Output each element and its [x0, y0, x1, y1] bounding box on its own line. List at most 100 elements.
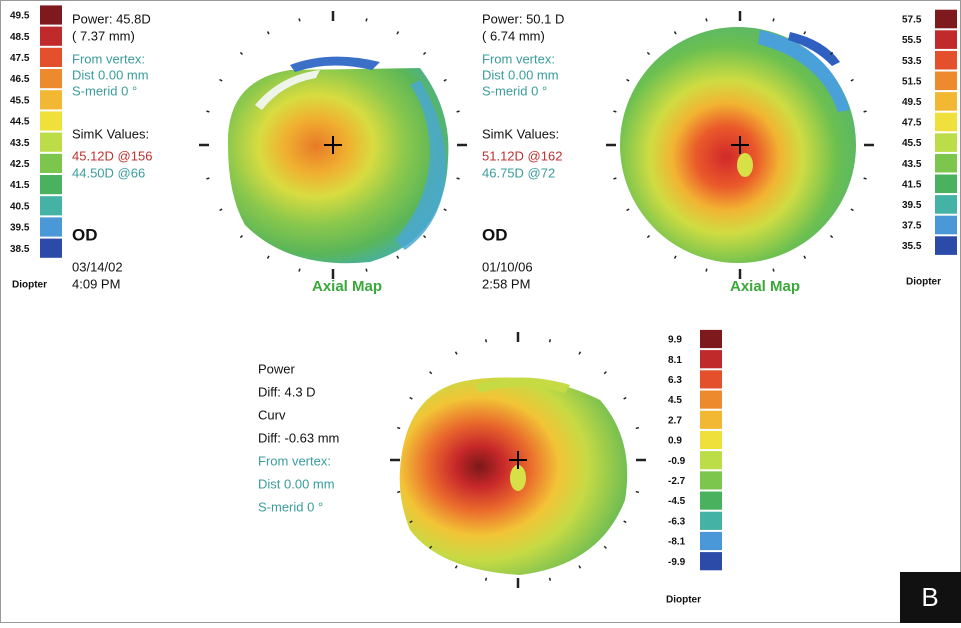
scale-swatch [700, 431, 722, 449]
topography-map [228, 57, 449, 264]
date: 01/10/06 [482, 259, 533, 274]
scale-label: 8.1 [668, 355, 682, 366]
scale-swatch [935, 113, 957, 132]
scale-swatch [935, 236, 957, 255]
tick-mark [206, 111, 209, 112]
scale-swatch [935, 72, 957, 91]
simk-1: 51.12D @162 [482, 148, 562, 163]
scale-label: 55.5 [902, 35, 922, 46]
tick-mark [550, 578, 551, 581]
power-diff: Diff: 4.3 D [258, 384, 316, 399]
date: 03/14/02 [72, 259, 123, 274]
tick-mark [397, 492, 400, 493]
tick-mark [486, 339, 487, 342]
scale-swatch [935, 51, 957, 70]
s-merid: S-merid 0 ° [482, 83, 547, 98]
simk-2: 46.75D @72 [482, 165, 555, 180]
tick-mark [613, 178, 616, 179]
scale-swatch [935, 154, 957, 173]
scale-swatch [700, 411, 722, 429]
tick-mark [550, 339, 551, 342]
panel-letter: B [921, 582, 938, 612]
scale-label: 46.5 [10, 74, 30, 85]
scale-unit: Diopter [666, 595, 701, 606]
s-merid: S-merid 0 ° [72, 83, 137, 98]
scale-swatch [40, 5, 62, 24]
scale-label: -0.9 [668, 456, 686, 467]
scale-label: 47.5 [902, 118, 922, 129]
scale-swatch [935, 195, 957, 214]
scale-swatch [700, 370, 722, 388]
eye: OD [72, 225, 98, 244]
tick-mark [773, 269, 774, 272]
scale-label: 53.5 [902, 56, 922, 67]
tick-mark [457, 111, 460, 112]
from-vertex: From vertex: [482, 51, 555, 66]
scale-swatch [935, 175, 957, 194]
scale-label: 2.7 [668, 415, 682, 426]
tick-mark [366, 269, 367, 272]
scale-label: -9.9 [668, 557, 686, 568]
simk-2: 44.50D @66 [72, 165, 145, 180]
scale-swatch [700, 552, 722, 570]
scale-swatch [40, 175, 62, 194]
scale-label: 38.5 [10, 244, 30, 255]
tick-mark [864, 178, 867, 179]
tick-mark [706, 18, 707, 21]
simk-1: 45.12D @156 [72, 148, 152, 163]
scale-swatch [40, 239, 62, 258]
scale-unit: Diopter [12, 280, 47, 291]
tick-mark [486, 578, 487, 581]
scale-swatch [40, 90, 62, 109]
curv-diff: Diff: -0.63 mm [258, 430, 339, 445]
scale-label: -2.7 [668, 476, 686, 487]
tick-mark [773, 18, 774, 21]
scale-label: 49.5 [10, 11, 30, 22]
scale-label: 47.5 [10, 53, 30, 64]
scale-swatch [40, 196, 62, 215]
scale-label: 6.3 [668, 375, 682, 386]
scale-swatch [935, 216, 957, 235]
scale-swatch [40, 154, 62, 173]
map-label: Axial Map [730, 278, 800, 295]
scale-label: 9.9 [668, 335, 682, 346]
tick-mark [299, 18, 300, 21]
scale-label: 43.5 [10, 138, 30, 149]
scale-label: -4.5 [668, 496, 686, 507]
dist: Dist 0.00 mm [482, 67, 559, 82]
scale-swatch [700, 391, 722, 409]
scale-label: 4.5 [668, 395, 682, 406]
scale-label: 41.5 [10, 180, 30, 191]
simk-title: SimK Values: [482, 126, 559, 141]
scale-label: 49.5 [902, 97, 922, 108]
scale-swatch [40, 27, 62, 46]
screen: B Power: 45.8D( 7.37 mm)From vertex:Dist… [0, 0, 961, 623]
power: Power: 50.1 D [482, 11, 564, 26]
scale-label: 48.5 [10, 32, 30, 43]
radius: ( 6.74 mm) [482, 28, 545, 43]
scale-label: 35.5 [902, 241, 922, 252]
tick-mark [397, 428, 400, 429]
scale-label: 40.5 [10, 201, 30, 212]
scale-swatch [935, 10, 957, 29]
curv: Curv [258, 407, 286, 422]
from-vertex: From vertex: [72, 51, 145, 66]
scale-swatch [700, 330, 722, 348]
tick-mark [206, 178, 209, 179]
s-merid: S-merid 0 ° [258, 499, 323, 514]
power: Power: 45.8D [72, 11, 151, 26]
scale-label: 45.5 [10, 95, 30, 106]
scale-label: 51.5 [902, 76, 922, 87]
scale-swatch [700, 350, 722, 368]
simk-title: SimK Values: [72, 126, 149, 141]
scale-label: 45.5 [902, 138, 922, 149]
scale-swatch [700, 451, 722, 469]
tick-mark [706, 269, 707, 272]
dist: Dist 0.00 mm [72, 67, 149, 82]
scale-unit: Diopter [906, 277, 941, 288]
scale-label: 43.5 [902, 159, 922, 170]
tick-mark [636, 428, 639, 429]
power: Power [258, 361, 296, 376]
scale-label: 39.5 [902, 200, 922, 211]
time: 4:09 PM [72, 276, 120, 291]
